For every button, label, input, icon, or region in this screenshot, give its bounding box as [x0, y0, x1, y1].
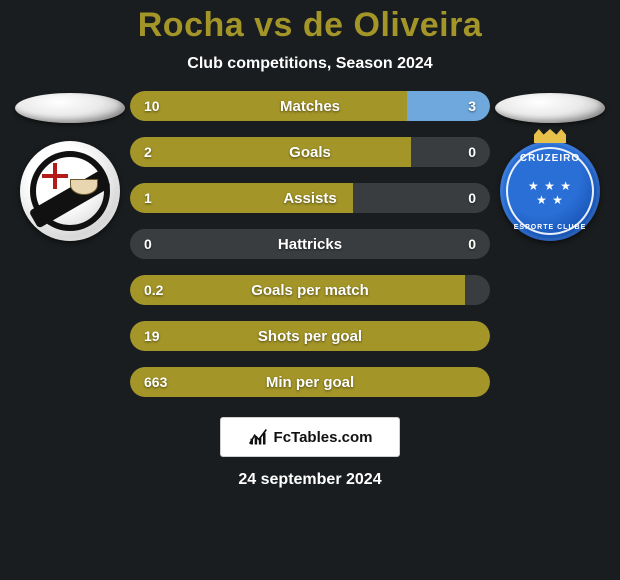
container: Rocha vs de Oliveira Club competitions, …	[0, 0, 620, 580]
stat-value-player2: 0	[468, 229, 476, 259]
stat-bar: Shots per goal19	[130, 321, 490, 351]
page-title: Rocha vs de Oliveira	[138, 6, 483, 45]
player2-head-icon	[495, 93, 605, 123]
crest-text-top: CRUZEIRO	[500, 153, 600, 164]
player2-column: CRUZEIRO ★ ★ ★★ ★ ESPORTE CLUBE	[490, 91, 610, 241]
player1-column	[10, 91, 130, 241]
crest-text-bottom: ESPORTE CLUBE	[500, 224, 600, 231]
stats-bars: Matches103Goals20Assists10Hattricks00Goa…	[130, 91, 490, 397]
footer-brand[interactable]: FcTables.com	[220, 417, 400, 457]
stat-seg-player1	[130, 275, 465, 305]
page-subtitle: Club competitions, Season 2024	[187, 55, 432, 73]
player2-crest-icon: CRUZEIRO ★ ★ ★★ ★ ESPORTE CLUBE	[500, 141, 600, 241]
stat-value-player2: 0	[468, 183, 476, 213]
stat-label: Hattricks	[130, 229, 490, 259]
stat-seg-player1	[130, 137, 411, 167]
stat-seg-player1	[130, 183, 353, 213]
stat-bar: Goals20	[130, 137, 490, 167]
player1-head-icon	[15, 93, 125, 123]
stat-seg-player1	[130, 367, 490, 397]
stat-seg-player1	[130, 91, 407, 121]
stat-value-player1: 0	[144, 229, 152, 259]
footer-date: 24 september 2024	[238, 471, 381, 489]
stat-bar: Matches103	[130, 91, 490, 121]
stat-value-player2: 0	[468, 137, 476, 167]
stat-bar: Hattricks0 0	[130, 229, 490, 259]
stat-seg-player1	[130, 321, 490, 351]
stat-bar: Min per goal663	[130, 367, 490, 397]
main-row: Matches103Goals20Assists10Hattricks00Goa…	[0, 91, 620, 397]
footer-brand-label: FcTables.com	[274, 429, 373, 446]
stat-seg-player2	[407, 91, 490, 121]
player1-crest-icon	[20, 141, 120, 241]
stat-bar: Goals per match0.2	[130, 275, 490, 305]
stat-bar: Assists10	[130, 183, 490, 213]
chart-icon	[248, 427, 268, 447]
